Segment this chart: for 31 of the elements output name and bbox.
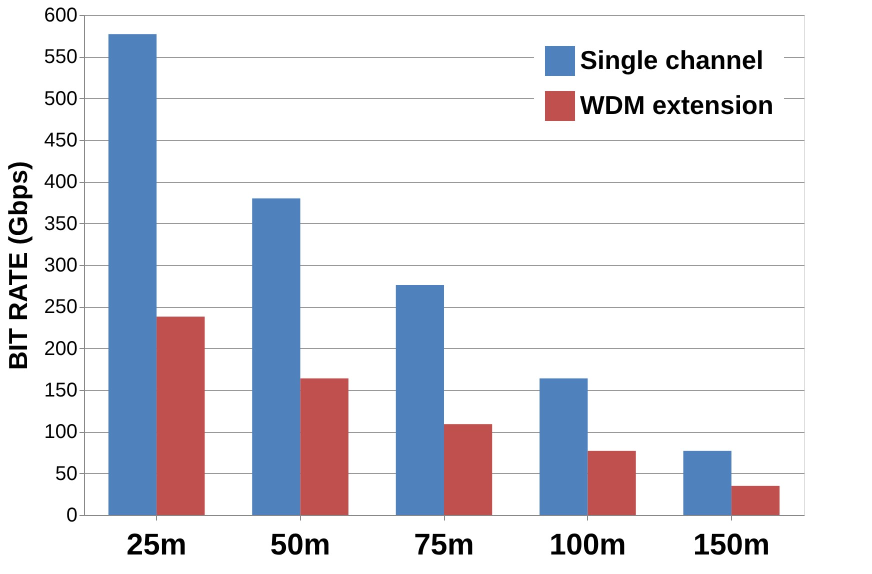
bar bbox=[731, 486, 780, 515]
legend-label: Single channel bbox=[580, 45, 764, 75]
y-tick-label: 600 bbox=[44, 4, 78, 26]
y-tick-label: 400 bbox=[44, 171, 78, 194]
bar bbox=[444, 424, 492, 515]
bar bbox=[588, 450, 636, 515]
bar bbox=[300, 378, 348, 515]
y-tick-label: 500 bbox=[44, 88, 78, 110]
x-tick-label: 75m bbox=[414, 528, 474, 562]
y-tick-label: 50 bbox=[55, 462, 78, 485]
bar bbox=[252, 198, 300, 515]
y-tick-label: 200 bbox=[44, 338, 78, 360]
y-tick-label: 350 bbox=[44, 212, 78, 235]
y-tick-label: 0 bbox=[66, 504, 78, 526]
y-tick-label: 450 bbox=[44, 130, 78, 152]
legend-label: WDM extension bbox=[580, 90, 774, 120]
x-tick-label: 100m bbox=[549, 528, 626, 562]
x-tick-label: 50m bbox=[270, 528, 330, 562]
x-tick-label: 150m bbox=[693, 528, 770, 562]
y-tick-label: 150 bbox=[44, 380, 78, 402]
y-tick-label: 100 bbox=[44, 421, 78, 444]
bar bbox=[683, 450, 732, 515]
bar bbox=[108, 34, 157, 515]
x-tick-label: 25m bbox=[126, 528, 187, 562]
bar bbox=[396, 285, 444, 515]
bar bbox=[540, 378, 588, 515]
y-tick-label: 300 bbox=[44, 254, 78, 276]
y-tick-label: 550 bbox=[44, 46, 78, 68]
y-axis-title: BIT RATE (Gbps) bbox=[3, 161, 34, 370]
y-tick-label: 250 bbox=[44, 296, 78, 318]
bar bbox=[156, 316, 205, 515]
